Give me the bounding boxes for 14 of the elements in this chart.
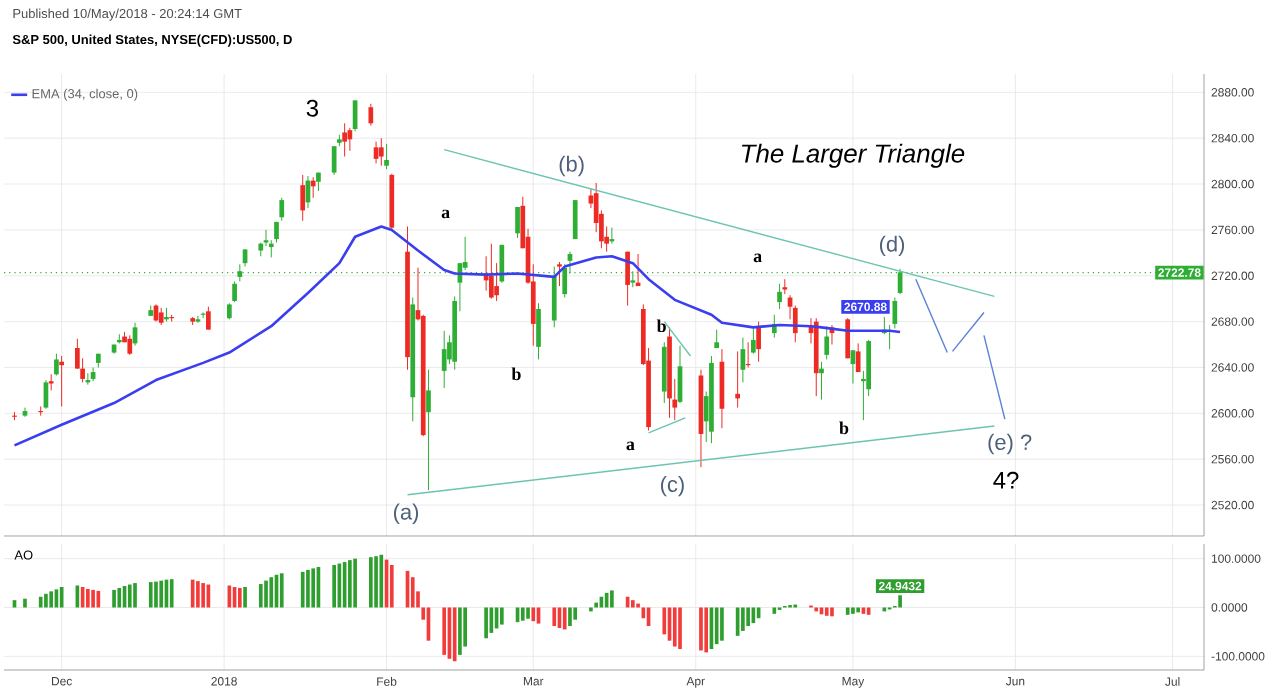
annotation: b xyxy=(656,319,666,333)
annotation: The Larger Triangle xyxy=(741,143,965,168)
annotation: (c) xyxy=(660,475,684,497)
annotation: (a) xyxy=(393,503,419,525)
annotation: a xyxy=(441,209,450,219)
annotation: (b) xyxy=(559,155,584,177)
annotation: 3 xyxy=(306,99,319,117)
annotation: b xyxy=(511,367,521,381)
annotation: a xyxy=(753,253,762,263)
annotation: b xyxy=(839,421,849,435)
annotation: (d) xyxy=(879,235,905,257)
annotation: a xyxy=(626,441,635,451)
annotation: 4? xyxy=(993,471,1019,489)
annotation: (e) ? xyxy=(988,433,1032,455)
